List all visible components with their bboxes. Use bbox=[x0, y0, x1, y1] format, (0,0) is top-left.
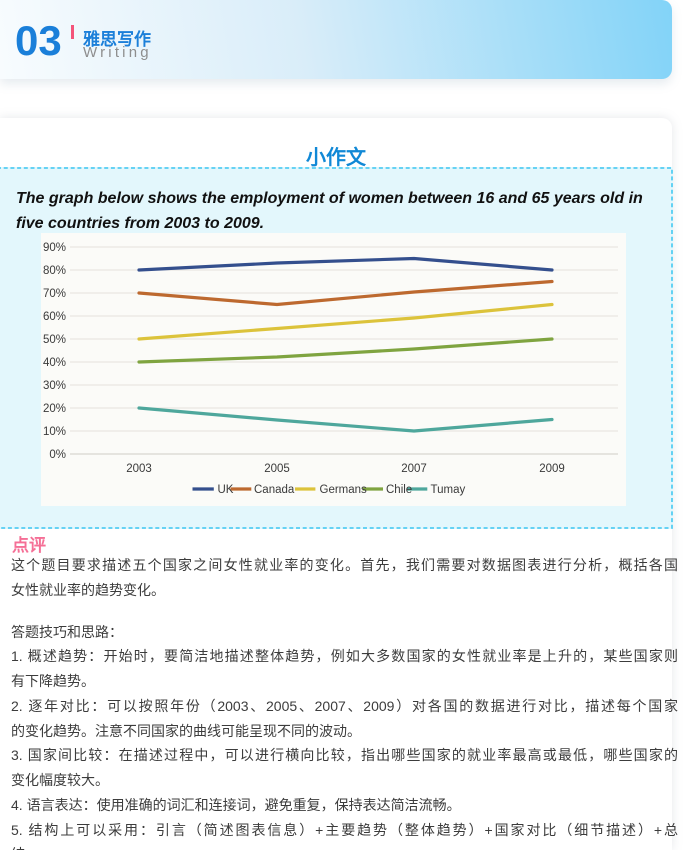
svg-text:20%: 20% bbox=[43, 403, 66, 415]
svg-text:70%: 70% bbox=[43, 288, 66, 300]
svg-text:40%: 40% bbox=[43, 357, 66, 369]
svg-text:80%: 80% bbox=[43, 265, 66, 277]
svg-text:2003: 2003 bbox=[126, 463, 152, 475]
svg-text:UK: UK bbox=[218, 484, 234, 496]
svg-text:2005: 2005 bbox=[264, 463, 290, 475]
svg-text:Chile: Chile bbox=[386, 484, 412, 496]
svg-text:Tumay: Tumay bbox=[431, 484, 466, 496]
svg-text:Germans: Germans bbox=[320, 484, 368, 496]
svg-text:2007: 2007 bbox=[401, 463, 427, 475]
svg-text:Canada: Canada bbox=[254, 484, 295, 496]
svg-text:0%: 0% bbox=[49, 449, 66, 461]
svg-text:50%: 50% bbox=[43, 334, 66, 346]
svg-text:60%: 60% bbox=[43, 311, 66, 323]
svg-text:10%: 10% bbox=[43, 426, 66, 438]
svg-text:90%: 90% bbox=[43, 242, 66, 254]
svg-text:30%: 30% bbox=[43, 380, 66, 392]
svg-text:2009: 2009 bbox=[539, 463, 565, 475]
